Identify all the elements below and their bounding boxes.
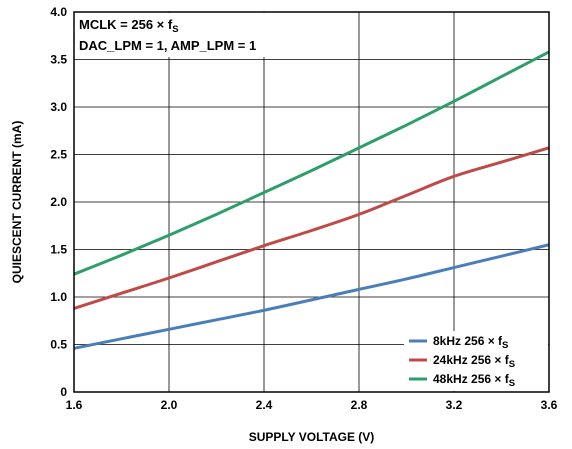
y-tick-label: 1.5 [50, 243, 67, 257]
y-tick-label: 0.5 [50, 338, 67, 352]
annotation-mclk: MCLK = 256 × fS [79, 17, 179, 35]
plot-frame [73, 11, 550, 393]
y-tick-label: 2.5 [50, 148, 67, 162]
annotation-background [75, 13, 307, 57]
y-tick-label: 3.0 [50, 100, 67, 114]
series-48khz-line [73, 50, 550, 276]
x-tick-label: 1.6 [66, 398, 83, 412]
legend-label-8khz: 8kHz 256 × fS [433, 334, 508, 351]
x-tick-label: 2.4 [256, 398, 273, 412]
legend-background [404, 331, 548, 391]
series-lines [73, 50, 550, 350]
y-tick-label: 1.0 [50, 290, 67, 304]
y-tick-label: 0 [60, 385, 67, 399]
x-tick-label: 3.6 [541, 398, 558, 412]
series-24khz-line [73, 146, 550, 310]
legend-label-24khz: 24kHz 256 × fS [433, 353, 515, 370]
legend-label-48khz: 48kHz 256 × fS [433, 372, 515, 389]
y-tick-label: 2.0 [50, 195, 67, 209]
y-tick-labels: 0 0.5 1.0 1.5 2.0 2.5 3.0 3.5 4.0 [50, 5, 67, 399]
y-axis-label: QUIESCENT CURRENT (mA) [10, 121, 24, 284]
x-tick-label: 2.0 [161, 398, 178, 412]
x-tick-labels: 1.6 2.0 2.4 2.8 3.2 3.6 [66, 398, 558, 412]
x-tick-label: 3.2 [446, 398, 463, 412]
x-tick-label: 2.8 [351, 398, 368, 412]
y-tick-label: 4.0 [50, 5, 67, 19]
annotations: MCLK = 256 × fS DAC_LPM = 1, AMP_LPM = 1 [75, 13, 307, 57]
y-tick-label: 3.5 [50, 53, 67, 67]
series-8khz-line [73, 243, 550, 350]
grid [74, 12, 549, 392]
legend: 8kHz 256 × fS 24kHz 256 × fS 48kHz 256 ×… [404, 331, 548, 391]
annotation-lpm: DAC_LPM = 1, AMP_LPM = 1 [79, 38, 256, 53]
x-axis-label: SUPPLY VOLTAGE (V) [249, 430, 375, 444]
